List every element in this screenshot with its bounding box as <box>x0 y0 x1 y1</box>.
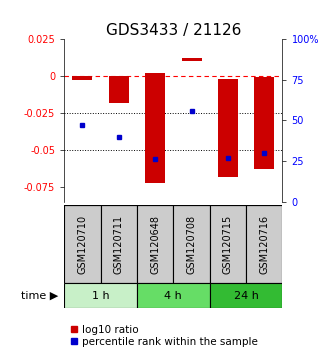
Text: 1 h: 1 h <box>92 291 109 301</box>
Title: GDS3433 / 21126: GDS3433 / 21126 <box>106 23 241 38</box>
Text: GSM120715: GSM120715 <box>223 215 233 274</box>
Text: 4 h: 4 h <box>164 291 182 301</box>
Text: time ▶: time ▶ <box>21 291 58 301</box>
Bar <box>100 205 137 283</box>
Text: GSM120711: GSM120711 <box>114 215 124 274</box>
Text: 24 h: 24 h <box>234 291 258 301</box>
Legend: log10 ratio, percentile rank within the sample: log10 ratio, percentile rank within the … <box>69 325 258 347</box>
Bar <box>109 76 129 103</box>
Bar <box>210 283 282 308</box>
Bar <box>182 58 202 61</box>
Bar <box>137 205 173 283</box>
Bar <box>246 205 282 283</box>
Bar <box>210 205 246 283</box>
Bar <box>137 283 210 308</box>
Bar <box>64 283 137 308</box>
Bar <box>64 205 100 283</box>
Text: GSM120710: GSM120710 <box>77 215 87 274</box>
Bar <box>218 79 238 177</box>
Bar <box>145 73 165 183</box>
Bar <box>73 76 92 80</box>
Bar <box>254 78 274 169</box>
Text: GSM120648: GSM120648 <box>150 215 160 274</box>
Text: GSM120708: GSM120708 <box>187 215 196 274</box>
Text: GSM120716: GSM120716 <box>259 215 269 274</box>
Bar <box>173 205 210 283</box>
